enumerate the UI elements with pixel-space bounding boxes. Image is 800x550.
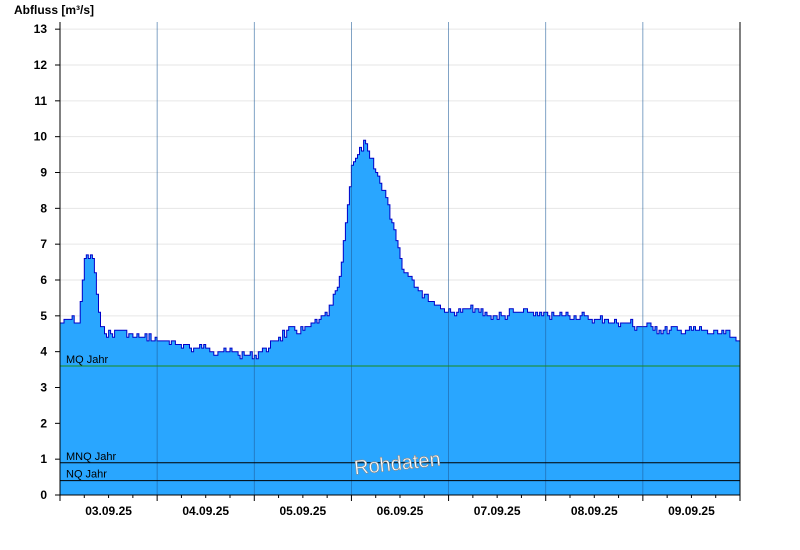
y-tick-label: 7 — [40, 237, 47, 251]
y-tick-label: 0 — [40, 488, 47, 502]
y-tick-label: 5 — [40, 309, 47, 323]
y-tick-label: 9 — [40, 166, 47, 180]
y-tick-label: 8 — [40, 201, 47, 215]
y-axis-label: Abfluss [m³/s] — [14, 3, 94, 17]
x-tick-label: 09.09.25 — [668, 504, 715, 518]
discharge-area — [60, 140, 740, 495]
x-tick-label: 08.09.25 — [571, 504, 618, 518]
reference-label: MQ Jahr — [66, 354, 109, 366]
reference-lines: MQ Jahr MNQ Jahr NQ Jahr — [60, 354, 740, 482]
x-tick-label: 04.09.25 — [182, 504, 229, 518]
y-tick-label: 2 — [40, 416, 47, 430]
reference-label: NQ Jahr — [66, 469, 107, 481]
y-tick-label: 4 — [40, 345, 47, 359]
reference-label: MNQ Jahr — [66, 451, 116, 463]
x-tick-label: 07.09.25 — [474, 504, 521, 518]
y-tick-label: 12 — [34, 58, 48, 72]
x-tick-label: 06.09.25 — [377, 504, 424, 518]
discharge-line — [60, 139, 741, 360]
x-tick-label: 03.09.25 — [85, 504, 132, 518]
y-tick-label: 11 — [34, 94, 47, 108]
y-tick-label: 10 — [34, 130, 48, 144]
y-tick-label: 6 — [40, 273, 47, 287]
y-tick-label: 13 — [34, 22, 48, 36]
day-gridlines — [156, 22, 644, 495]
y-tick-label: 3 — [40, 381, 47, 395]
y-tick-label: 1 — [40, 452, 47, 466]
x-tick-label: 05.09.25 — [279, 504, 326, 518]
